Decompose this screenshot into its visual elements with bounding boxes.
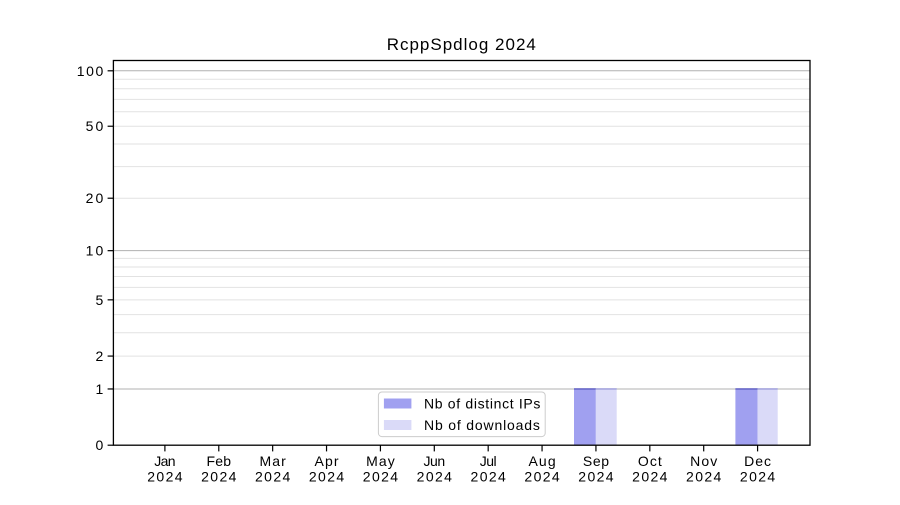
svg-text:Oct: Oct — [638, 453, 662, 469]
svg-text:2024: 2024 — [686, 469, 722, 485]
svg-text:RcppSpdlog 2024: RcppSpdlog 2024 — [387, 35, 536, 54]
svg-text:50: 50 — [86, 118, 104, 134]
svg-text:Jul: Jul — [480, 453, 497, 469]
svg-text:Sep: Sep — [583, 453, 609, 469]
svg-text:2: 2 — [96, 348, 104, 364]
svg-text:2024: 2024 — [309, 469, 345, 485]
svg-text:20: 20 — [86, 190, 104, 206]
svg-text:2024: 2024 — [578, 469, 614, 485]
svg-text:Jan: Jan — [154, 453, 175, 469]
svg-text:2024: 2024 — [147, 469, 183, 485]
svg-text:Nb of distinct IPs: Nb of distinct IPs — [424, 396, 540, 412]
svg-text:2024: 2024 — [255, 469, 291, 485]
svg-text:5: 5 — [96, 292, 104, 308]
svg-text:Feb: Feb — [206, 453, 231, 469]
svg-text:Nb of downloads: Nb of downloads — [424, 417, 540, 433]
svg-text:Nov: Nov — [690, 453, 717, 469]
svg-text:100: 100 — [77, 63, 104, 79]
svg-text:Apr: Apr — [315, 453, 339, 469]
svg-text:10: 10 — [86, 243, 104, 259]
svg-text:Aug: Aug — [529, 453, 556, 469]
svg-text:2024: 2024 — [471, 469, 507, 485]
svg-text:2024: 2024 — [417, 469, 453, 485]
svg-text:0: 0 — [96, 437, 104, 453]
svg-text:May: May — [366, 453, 395, 469]
svg-text:1: 1 — [96, 381, 104, 397]
svg-text:Mar: Mar — [260, 453, 287, 469]
svg-text:Dec: Dec — [744, 453, 771, 469]
svg-text:2024: 2024 — [524, 469, 560, 485]
svg-text:2024: 2024 — [632, 469, 668, 485]
svg-text:Jun: Jun — [423, 453, 445, 469]
svg-text:2024: 2024 — [201, 469, 237, 485]
svg-text:2024: 2024 — [740, 469, 776, 485]
svg-text:2024: 2024 — [363, 469, 399, 485]
